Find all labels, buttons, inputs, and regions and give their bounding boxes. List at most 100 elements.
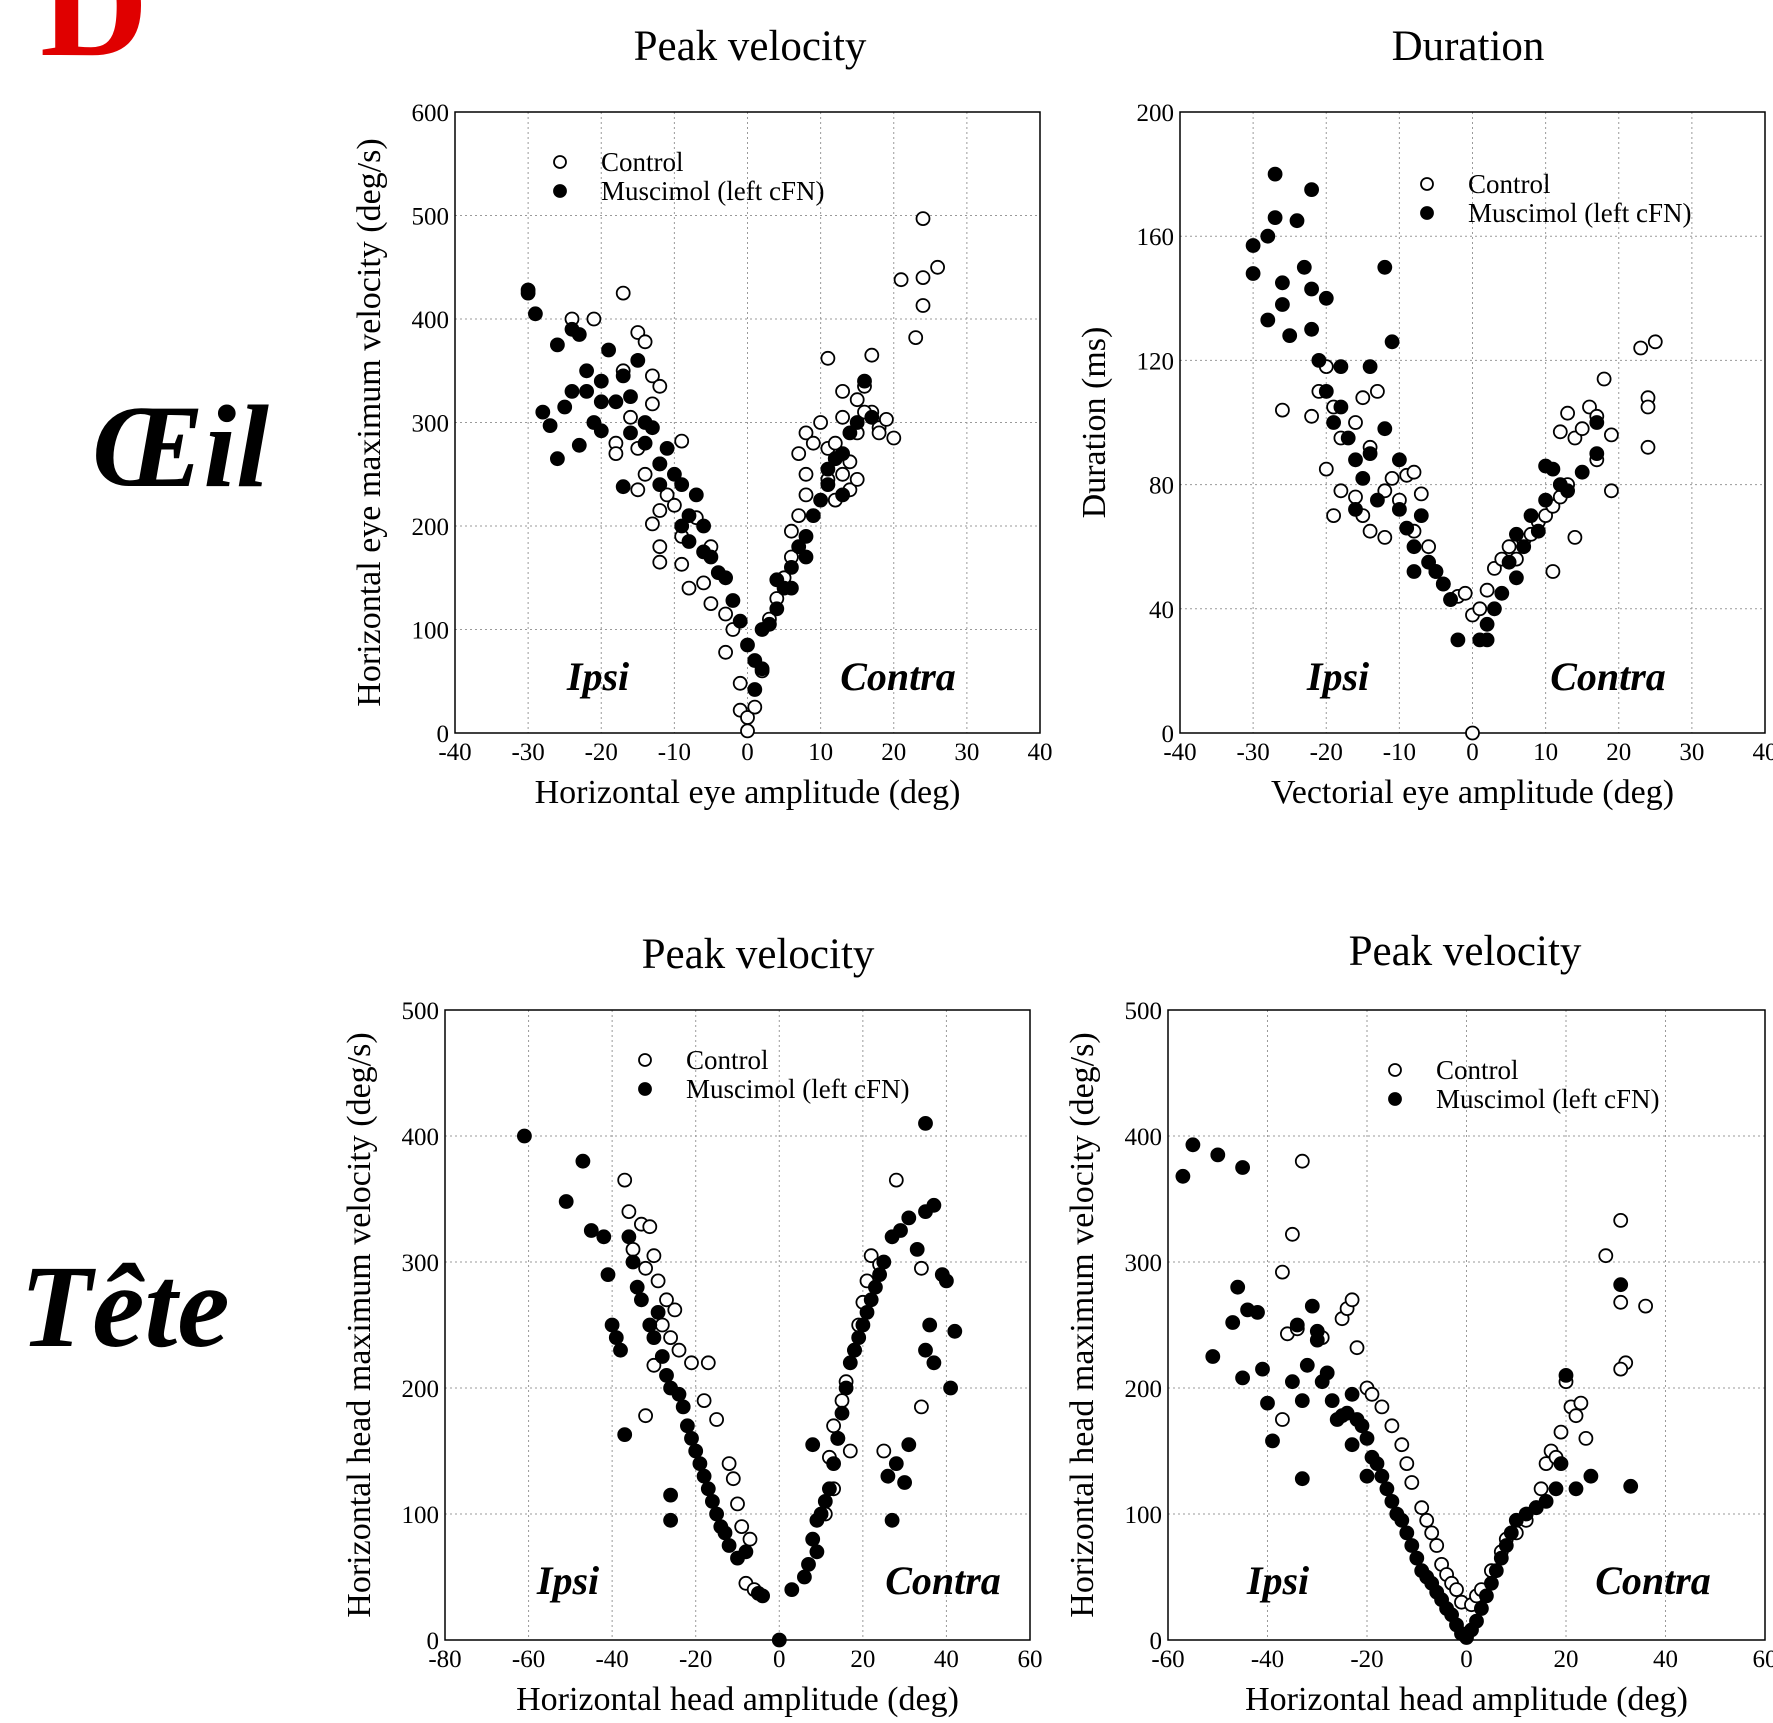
muscimol-point — [859, 1305, 875, 1320]
muscimol-point — [1348, 501, 1363, 517]
control-point — [1326, 508, 1341, 523]
muscimol-point — [1428, 564, 1444, 579]
control-point — [1413, 486, 1429, 502]
muscimol-point — [1311, 352, 1327, 368]
muscimol-point — [1260, 1395, 1275, 1411]
muscimol-point — [1304, 281, 1319, 297]
control-point — [730, 1496, 745, 1512]
control-point — [835, 383, 850, 399]
control-point — [1318, 461, 1334, 477]
control-point — [1533, 1481, 1549, 1497]
muscimol-point — [688, 1443, 704, 1459]
muscimol-point — [1235, 1370, 1250, 1386]
panel-letter: D — [40, 0, 149, 88]
control-point — [721, 1456, 737, 1471]
muscimol-point — [1340, 430, 1356, 446]
control-point — [1429, 1538, 1445, 1553]
muscimol-point — [798, 549, 814, 565]
muscimol-point — [550, 451, 565, 467]
muscimol-point — [646, 1330, 662, 1345]
muscimol-point — [1406, 539, 1422, 555]
control-point — [1384, 1418, 1400, 1434]
legend-marker — [638, 1082, 652, 1096]
muscimol-point — [1494, 585, 1510, 601]
x-tick-label: 40 — [934, 1646, 959, 1673]
control-point — [886, 430, 902, 446]
y-tick-label: 100 — [1125, 1502, 1163, 1529]
muscimol-point — [659, 440, 675, 456]
control-point — [1574, 421, 1590, 437]
y-tick-label: 80 — [1149, 473, 1174, 500]
muscimol-point — [1623, 1478, 1639, 1494]
y-tick-label: 300 — [402, 1250, 440, 1277]
control-point — [1638, 1298, 1653, 1314]
muscimol-point — [621, 1229, 637, 1245]
control-point — [725, 1471, 741, 1487]
control-point — [915, 270, 931, 286]
muscimol-point — [1370, 492, 1385, 508]
muscimol-point — [1384, 1494, 1400, 1509]
muscimol-point — [1230, 1279, 1246, 1295]
ipsi-label: Ipsi — [1246, 1558, 1309, 1603]
muscimol-point — [798, 529, 814, 544]
muscimol-point — [1379, 1481, 1395, 1497]
contra-label: Contra — [840, 654, 956, 699]
control-point — [879, 411, 894, 427]
legend-marker — [1388, 1092, 1402, 1106]
control-point — [703, 596, 719, 611]
muscimol-point — [1359, 1431, 1375, 1446]
muscimol-point — [784, 560, 799, 575]
muscimol-point — [864, 409, 880, 425]
muscimol-point — [1294, 1393, 1310, 1408]
contra-label: Contra — [1595, 1558, 1711, 1603]
x-tick-label: -20 — [1350, 1646, 1383, 1673]
control-point — [696, 575, 711, 591]
control-point — [914, 1399, 929, 1415]
muscimol-point — [703, 549, 719, 565]
control-point — [1362, 523, 1378, 539]
x-tick-label: 20 — [881, 739, 906, 766]
x-tick-label: 60 — [1753, 1646, 1773, 1673]
muscimol-point — [557, 399, 573, 415]
muscimol-point — [564, 383, 580, 399]
muscimol-point — [947, 1323, 963, 1339]
muscimol-point — [608, 1330, 624, 1345]
y-tick-label: 0 — [1162, 721, 1175, 748]
control-point — [696, 1393, 712, 1408]
x-tick-label: -10 — [658, 739, 691, 766]
muscimol-point — [771, 1632, 787, 1648]
muscimol-point — [617, 1427, 633, 1442]
muscimol-point — [732, 613, 748, 629]
control-point — [646, 1248, 662, 1264]
x-tick-label: 30 — [954, 739, 979, 766]
control-point — [1568, 1408, 1584, 1424]
muscimol-point — [1348, 452, 1363, 468]
muscimol-point — [1443, 592, 1458, 607]
muscimol-point — [1589, 446, 1605, 462]
row-label-eye: Œil — [92, 381, 269, 512]
control-point — [747, 699, 763, 715]
muscimol-point — [813, 492, 828, 508]
control-point — [914, 1260, 929, 1276]
x-tick-label: -20 — [585, 739, 618, 766]
control-point — [623, 409, 638, 425]
control-point — [1424, 1525, 1440, 1541]
muscimol-point — [1523, 508, 1539, 523]
control-point — [621, 1204, 637, 1219]
row-label-head: Tête — [20, 1241, 230, 1372]
muscimol-point — [1355, 470, 1371, 486]
muscimol-point — [1558, 1368, 1574, 1383]
muscimol-point — [550, 337, 565, 353]
control-point — [671, 1342, 687, 1358]
muscimol-point — [681, 508, 697, 523]
muscimol-point — [528, 306, 543, 322]
control-point — [876, 1443, 892, 1459]
muscimol-point — [1304, 182, 1319, 198]
control-point — [863, 1248, 879, 1264]
muscimol-point — [857, 373, 872, 389]
y-tick-label: 120 — [1137, 348, 1175, 375]
control-point — [893, 272, 909, 288]
control-point — [1304, 408, 1319, 424]
x-tick-label: -60 — [512, 1646, 545, 1673]
